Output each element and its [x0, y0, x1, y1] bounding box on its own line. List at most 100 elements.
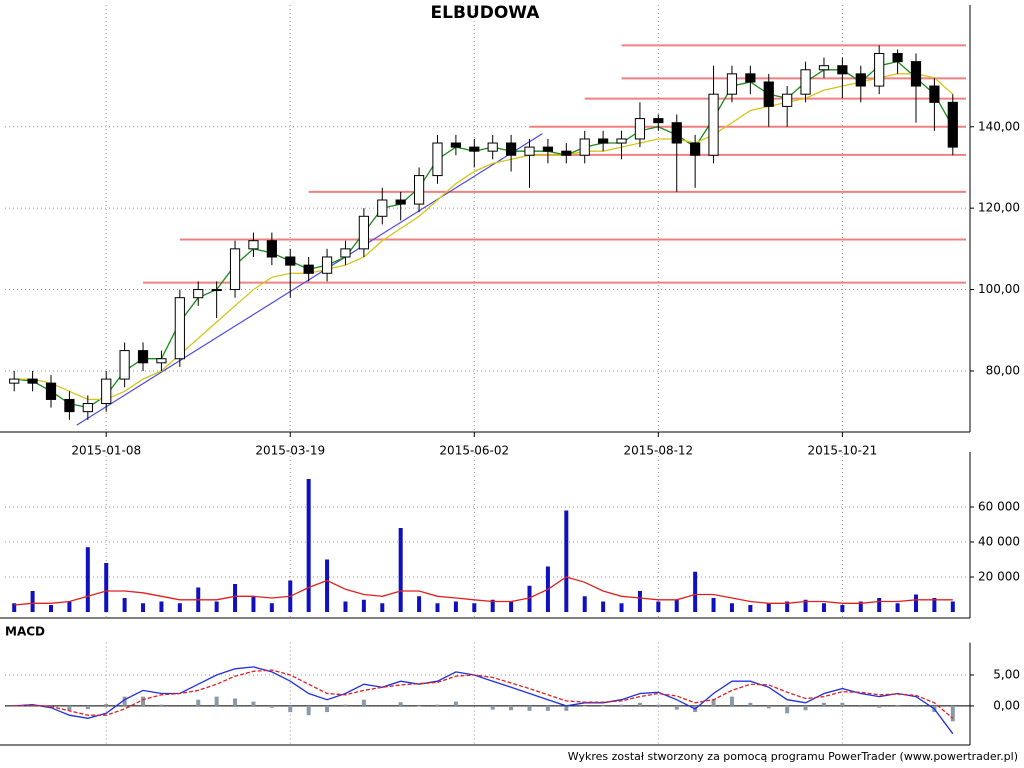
- candle-body: [101, 378, 112, 405]
- histogram-bar: [619, 704, 624, 706]
- volume-bar: [251, 596, 256, 612]
- histogram-bar: [122, 696, 127, 706]
- histogram-bar: [601, 705, 606, 707]
- histogram-bar: [67, 705, 72, 711]
- volume-bar: [104, 563, 109, 612]
- candle-body: [137, 350, 149, 364]
- candle-body: [64, 398, 75, 413]
- candle-body: [82, 403, 93, 413]
- volume-bar: [85, 547, 90, 612]
- volume-bar: [748, 605, 753, 612]
- volume-bar: [950, 601, 955, 612]
- histogram-bar: [656, 704, 661, 706]
- x-tick-label: 2015-10-21: [808, 444, 878, 458]
- line: [14, 666, 954, 735]
- volume-bar: [214, 601, 219, 612]
- candle-body: [524, 146, 535, 156]
- candle-body: [174, 297, 185, 360]
- histogram-bar: [251, 701, 256, 706]
- volume-bar: [509, 601, 514, 612]
- volume-bar: [380, 603, 385, 612]
- volume-bar: [840, 605, 845, 612]
- histogram-bar: [288, 705, 293, 713]
- candle-body: [432, 142, 443, 177]
- histogram-bar: [104, 704, 109, 706]
- candle-body: [413, 175, 425, 205]
- volume-bar: [490, 599, 495, 612]
- volume-bar: [398, 528, 403, 612]
- x-tick-label: 2015-03-19: [255, 444, 325, 458]
- candle-body: [9, 378, 20, 384]
- x-tick-label: 2015-06-02: [439, 444, 509, 458]
- candle-body: [45, 382, 57, 400]
- y-tick-label: 5,00: [993, 667, 1020, 681]
- trend-line: [76, 133, 543, 426]
- line: [14, 669, 954, 719]
- histogram-bar: [637, 702, 642, 706]
- histogram-bar: [729, 696, 734, 706]
- volume-bar: [913, 594, 918, 612]
- footer: Wykres został stworzony za pomocą progra…: [568, 750, 1018, 763]
- y-tick-label: 20 000: [978, 570, 1020, 584]
- line: [14, 576, 953, 606]
- histogram-bar: [141, 696, 146, 706]
- candle-body: [763, 81, 774, 107]
- volume-bar: [564, 510, 569, 612]
- candle-body: [708, 93, 719, 156]
- volume-bar: [361, 599, 366, 612]
- volume-bar: [325, 559, 330, 612]
- candle-body: [506, 142, 517, 156]
- histogram-bar: [361, 699, 366, 706]
- candle-body: [874, 52, 885, 87]
- candle-body: [616, 138, 627, 144]
- histogram-bar: [306, 705, 311, 716]
- histogram-bar: [527, 705, 532, 711]
- y-tick-label: 140,00: [978, 119, 1020, 133]
- candle-body: [211, 289, 222, 292]
- candle-body: [653, 118, 664, 124]
- histogram-bar: [509, 705, 514, 711]
- volume-bar: [343, 601, 348, 612]
- candle-body: [285, 256, 296, 266]
- candle-body: [579, 138, 590, 156]
- candle-body: [929, 85, 940, 103]
- x-tick-label: 2015-01-08: [71, 444, 141, 458]
- volume-bar: [619, 603, 624, 612]
- histogram-bar: [233, 698, 238, 706]
- histogram-bar: [343, 704, 348, 706]
- y-tick-label: 80,00: [986, 363, 1020, 377]
- histogram-bar: [858, 705, 863, 708]
- candle-body: [892, 52, 903, 63]
- candle-body: [598, 138, 609, 144]
- candle-body: [395, 199, 406, 205]
- histogram-bar: [564, 705, 569, 711]
- candle-body: [119, 350, 130, 380]
- candle-body: [818, 65, 830, 71]
- candle-body: [561, 150, 572, 156]
- volume-bar: [858, 601, 863, 612]
- candle-body: [855, 73, 866, 87]
- candle-body: [782, 93, 793, 107]
- histogram-bar: [840, 702, 845, 706]
- volume-bar: [233, 584, 238, 612]
- volume-bar: [30, 591, 35, 612]
- volume-bar: [674, 599, 679, 612]
- volume-bar: [12, 603, 17, 612]
- histogram-bar: [159, 704, 164, 706]
- histogram-bar: [196, 699, 201, 706]
- histogram-bar: [490, 705, 495, 710]
- volume-bar: [895, 603, 900, 612]
- histogram-bar: [85, 705, 90, 709]
- candle-body: [27, 378, 38, 384]
- histogram-bar: [913, 705, 918, 708]
- volume-bar: [141, 603, 146, 612]
- volume-bar: [67, 601, 72, 612]
- histogram-bar: [821, 702, 826, 706]
- volume-bar: [877, 598, 882, 612]
- candle-body: [542, 146, 554, 152]
- histogram-bar: [453, 701, 458, 706]
- histogram-bar: [950, 705, 955, 722]
- volume-bar: [269, 603, 274, 612]
